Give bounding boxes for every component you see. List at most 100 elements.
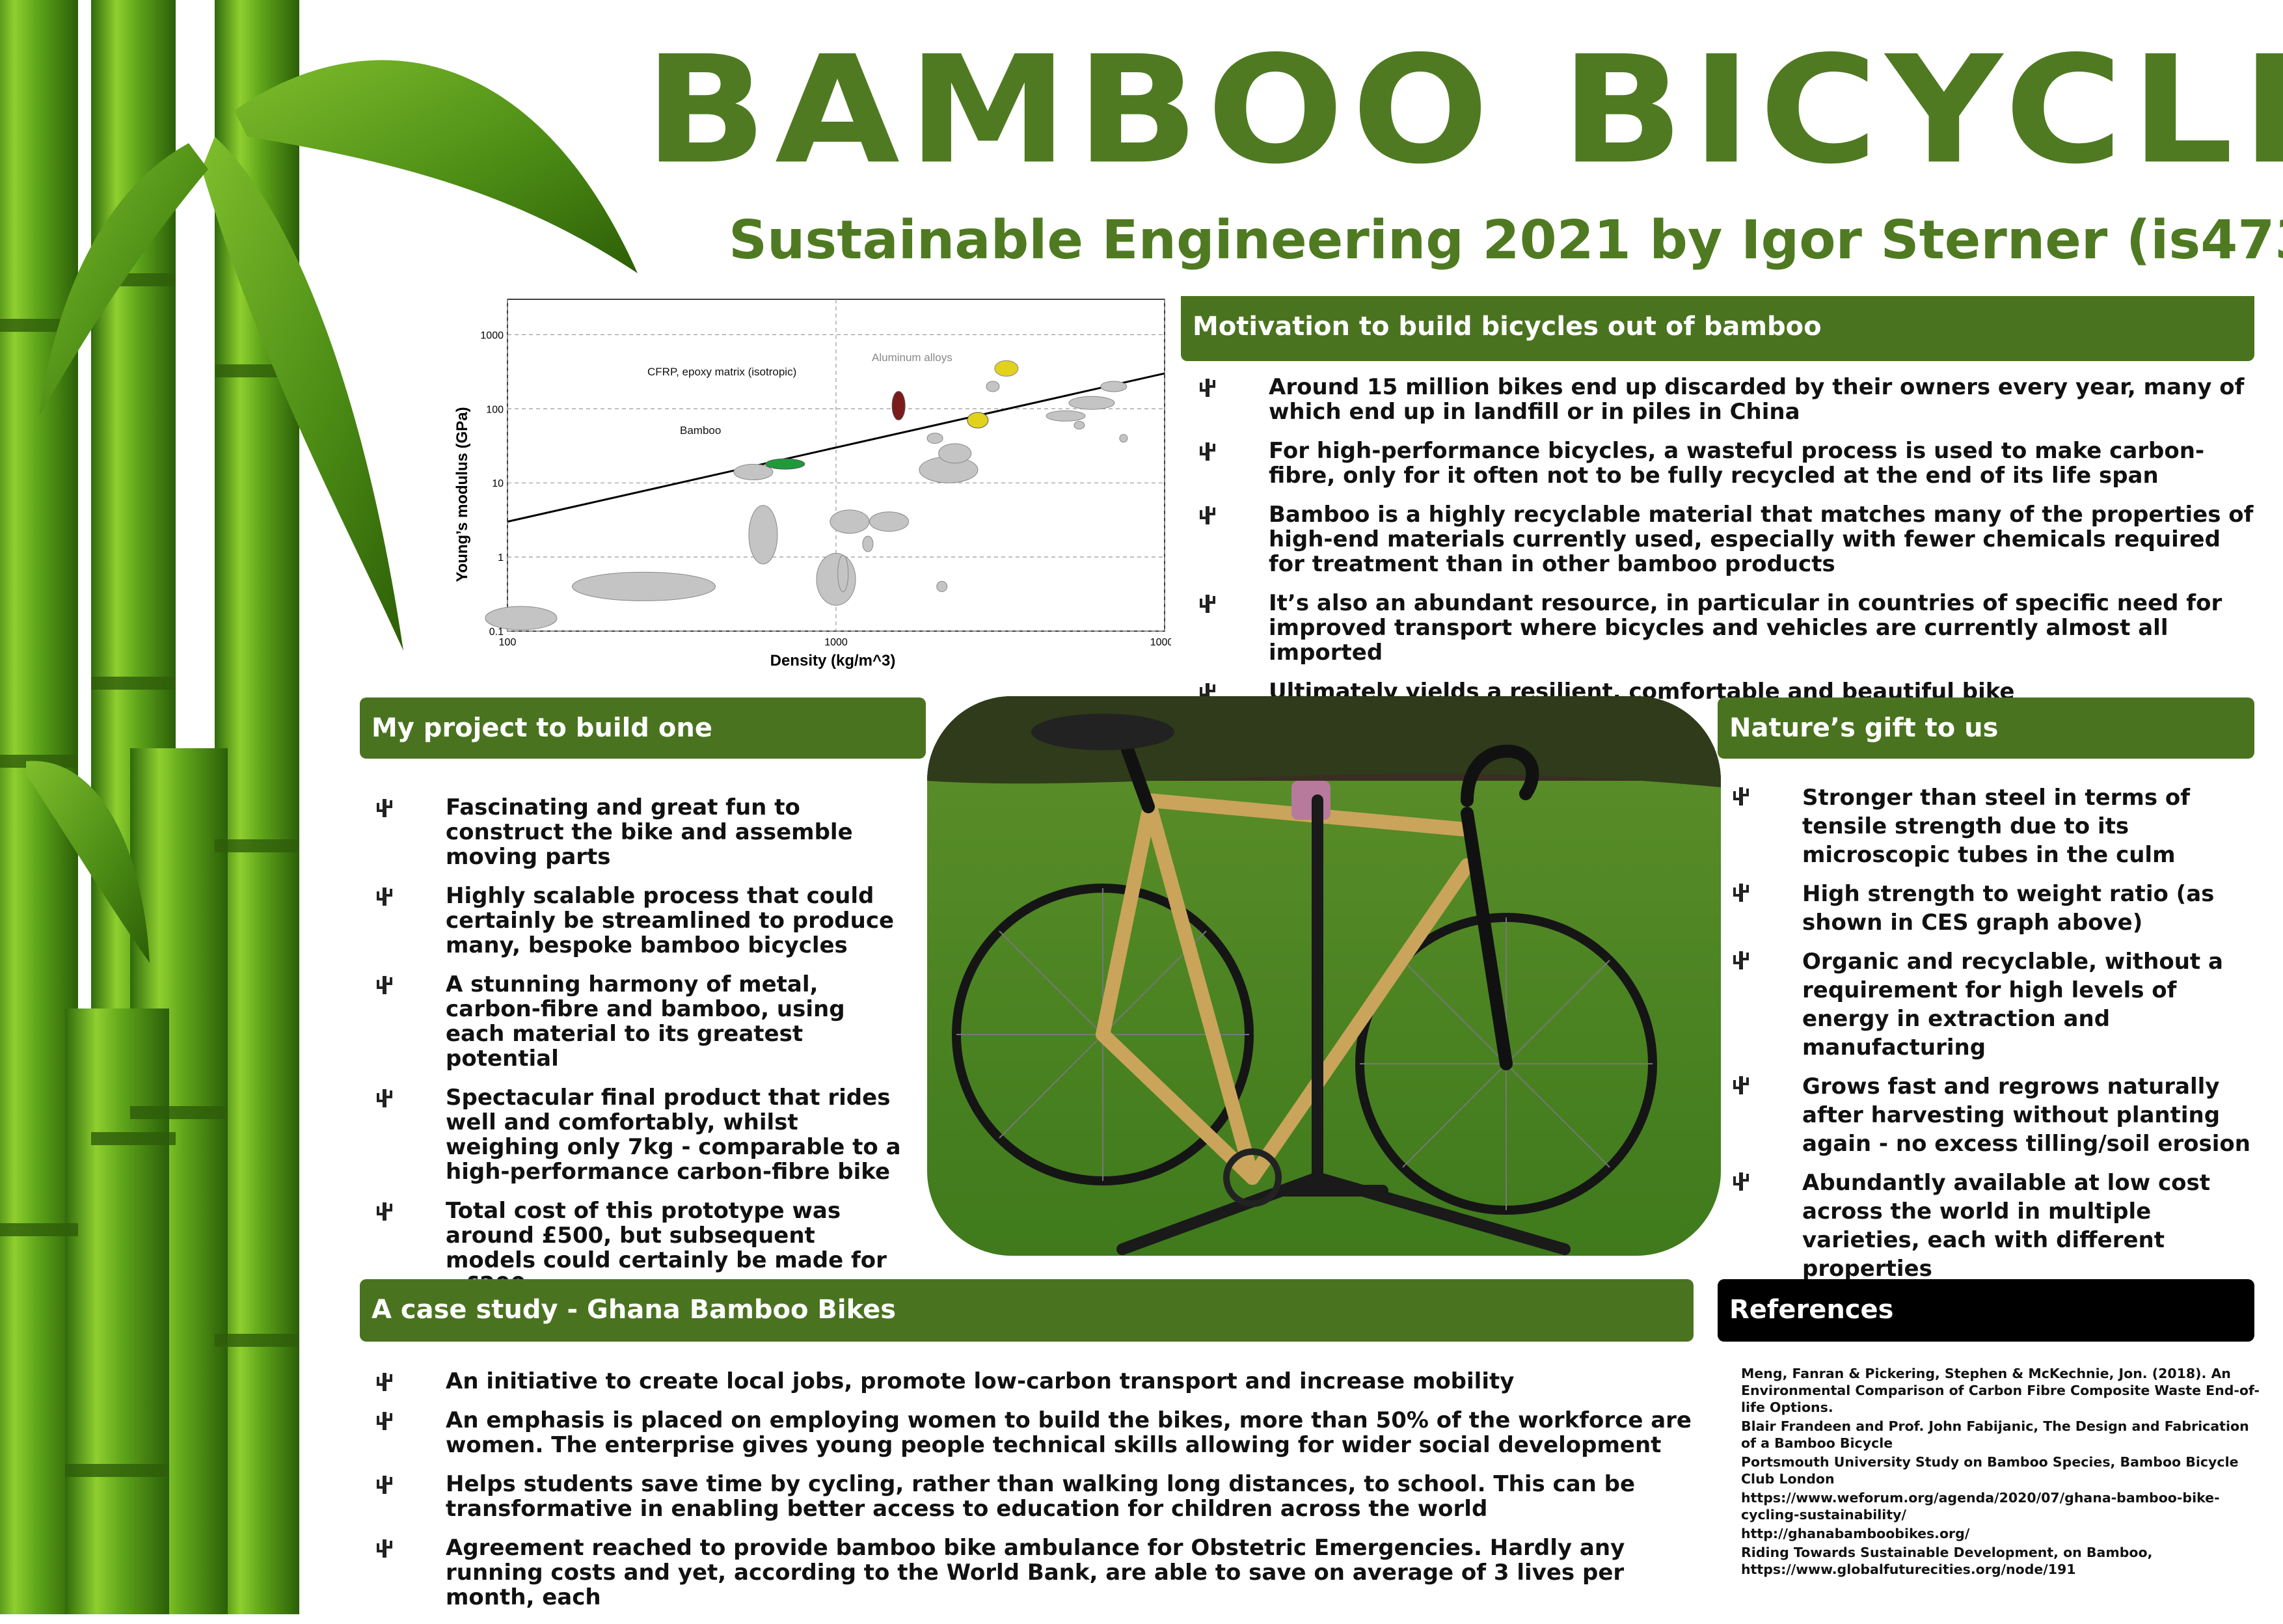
motivation-list: Around 15 million bikes end up discarded… — [1197, 375, 2258, 718]
cactus-bullet-icon — [1200, 442, 1215, 461]
cactus-bullet-icon — [377, 1089, 392, 1107]
reference-item[interactable]: http://ghanabamboobikes.org/ — [1741, 1526, 1970, 1541]
cactus-bullet-icon — [377, 1202, 392, 1221]
list-item: Spectacular final product that rides wel… — [374, 1085, 908, 1184]
bike-stand — [1116, 794, 1571, 1255]
chart-material-bubble — [816, 552, 856, 606]
cactus-bullet-icon — [1200, 379, 1215, 397]
chart-point — [994, 360, 1019, 377]
chart-material-bubble — [733, 464, 774, 481]
list-item: Stronger than steel in terms of tensile … — [1731, 783, 2258, 869]
cactus-bullet-icon — [377, 799, 392, 817]
list-item: Highly scalable process that could certa… — [374, 884, 908, 958]
reference-item: Meng, Fanran & Pickering, Stephen & McKe… — [1741, 1366, 2260, 1415]
list-item: Helps students save time by cycling, rat… — [374, 1472, 1708, 1521]
nature-heading: Nature’s gift to us — [1718, 697, 2254, 759]
chart-x-tick-label: 100 — [499, 637, 517, 648]
chart-y-tick-label: 1 — [498, 552, 504, 563]
project-heading: My project to build one — [360, 697, 926, 759]
bamboo-stalks — [0, 0, 299, 1614]
chart-material-bubble — [862, 535, 874, 552]
bike-saddle — [1031, 714, 1174, 750]
chart-label-cfrp: CFRP, epoxy matrix (isotropic) — [647, 366, 796, 378]
references-heading: References — [1718, 1279, 2254, 1342]
chart-x-label: Density (kg/m^3) — [770, 652, 896, 670]
list-item: Fascinating and great fun to construct t… — [374, 795, 908, 869]
cactus-bullet-icon — [377, 1476, 392, 1494]
cactus-bullet-icon — [1200, 506, 1215, 524]
list-item: Around 15 million bikes end up discarded… — [1197, 375, 2258, 424]
chart-material-bubble — [938, 443, 972, 464]
cactus-bullet-icon — [377, 887, 392, 906]
reference-item: Portsmouth University Study on Bamboo Sp… — [1741, 1454, 2239, 1487]
chart-material-bubble — [485, 606, 558, 630]
poster-subtitle: Sustainable Engineering 2021 by Igor Ste… — [729, 210, 2283, 271]
chart-y-tick-label: 0.1 — [489, 627, 504, 638]
cactus-bullet-icon — [1733, 884, 1749, 902]
list-item: An initiative to create local jobs, prom… — [374, 1369, 1708, 1394]
chart-material-bubble — [1074, 421, 1085, 430]
chart-material-bubble — [986, 381, 1000, 392]
list-item: High strength to weight ratio (as shown … — [1731, 880, 2258, 937]
nature-list: Stronger than steel in terms of tensile … — [1731, 783, 2258, 1293]
ces-chart: 0.1 1 10 100 1000 100 1000 10000 Density (kg/m^… — [453, 299, 1171, 670]
case-study-list: An initiative to create local jobs, prom… — [374, 1369, 1708, 1624]
reference-item: Riding Towards Sustainable Development, … — [1741, 1545, 2153, 1577]
chart-point — [891, 391, 906, 421]
motivation-heading: Motivation to build bicycles out of bamb… — [1181, 296, 2254, 361]
cactus-bullet-icon — [1733, 1172, 1749, 1191]
chart-material-bubble — [1046, 410, 1086, 422]
list-item: Grows fast and regrows naturally after h… — [1731, 1072, 2258, 1158]
chart-y-label: Young’s modulus (GPa) — [453, 407, 471, 582]
list-item: An emphasis is placed on employing women… — [374, 1408, 1708, 1457]
poster-title: BAMBOO BICYCLE — [644, 24, 2283, 197]
chart-y-tick-label: 10 — [492, 478, 504, 489]
chart-grid — [507, 299, 1165, 632]
list-item: Bamboo is a highly recyclable material t… — [1197, 502, 2258, 576]
chart-label-bamboo: Bamboo — [680, 424, 721, 437]
reference-item[interactable]: https://www.weforum.org/agenda/2020/07/g… — [1741, 1490, 2220, 1522]
cactus-bullet-icon — [377, 1412, 392, 1430]
chart-guideline — [507, 372, 1165, 523]
chart-material-bubble — [1068, 396, 1115, 410]
cactus-bullet-icon — [1200, 683, 1215, 701]
chart-material-bubble — [830, 509, 870, 534]
list-item: A stunning harmony of metal, carbon-fibr… — [374, 972, 908, 1071]
list-item: Organic and recyclable, without a requir… — [1731, 947, 2258, 1062]
chart-material-bubbles — [485, 360, 1165, 630]
cactus-bullet-icon — [377, 976, 392, 994]
list-item: Abundantly available at low cost across … — [1731, 1169, 2258, 1283]
chart-material-bubble — [748, 505, 778, 565]
list-item: It’s also an abundant resource, in parti… — [1197, 591, 2258, 665]
chart-point — [765, 458, 805, 470]
bamboo-leaves — [26, 60, 638, 963]
references-list: Meng, Fanran & Pickering, Stephen & McKe… — [1741, 1365, 2262, 1580]
list-item: For high-performance bicycles, a wastefu… — [1197, 439, 2258, 488]
bike-crank — [1223, 1148, 1282, 1207]
chart-x-tick-label: 10000 — [1150, 637, 1171, 648]
reference-item: Blair Frandeen and Prof. John Fabijanic,… — [1741, 1418, 2249, 1451]
chart-y-tick-label: 100 — [486, 404, 504, 415]
cactus-bullet-icon — [1733, 787, 1749, 805]
cactus-bullet-icon — [377, 1539, 392, 1558]
cactus-bullet-icon — [1733, 951, 1749, 969]
chart-material-bubble — [926, 433, 943, 444]
case-study-heading: A case study - Ghana Bamboo Bikes — [360, 1279, 1694, 1342]
chart-ticks: 0.1 1 10 100 1000 100 1000 10000 — [480, 330, 1171, 648]
chart-material-bubble — [572, 571, 716, 601]
cactus-bullet-icon — [1733, 1076, 1749, 1094]
chart-x-tick-label: 1000 — [824, 637, 848, 648]
chart-material-bubble — [936, 580, 948, 592]
chart-point — [967, 412, 989, 429]
cactus-bullet-icon — [1200, 595, 1215, 613]
bamboo-bike-photo — [927, 696, 1721, 1256]
list-item: Agreement reached to provide bamboo bike… — [374, 1536, 1708, 1610]
chart-label-aluminum: Aluminum alloys — [872, 351, 952, 364]
cactus-bullet-icon — [377, 1373, 392, 1391]
bike-clamp — [1291, 781, 1331, 820]
bamboo-illustration — [0, 0, 638, 1614]
chart-material-bubble — [837, 554, 849, 592]
chart-material-bubble — [1119, 434, 1128, 443]
project-list: Fascinating and great fun to construct t… — [374, 795, 908, 1312]
chart-material-bubble — [1100, 381, 1128, 392]
